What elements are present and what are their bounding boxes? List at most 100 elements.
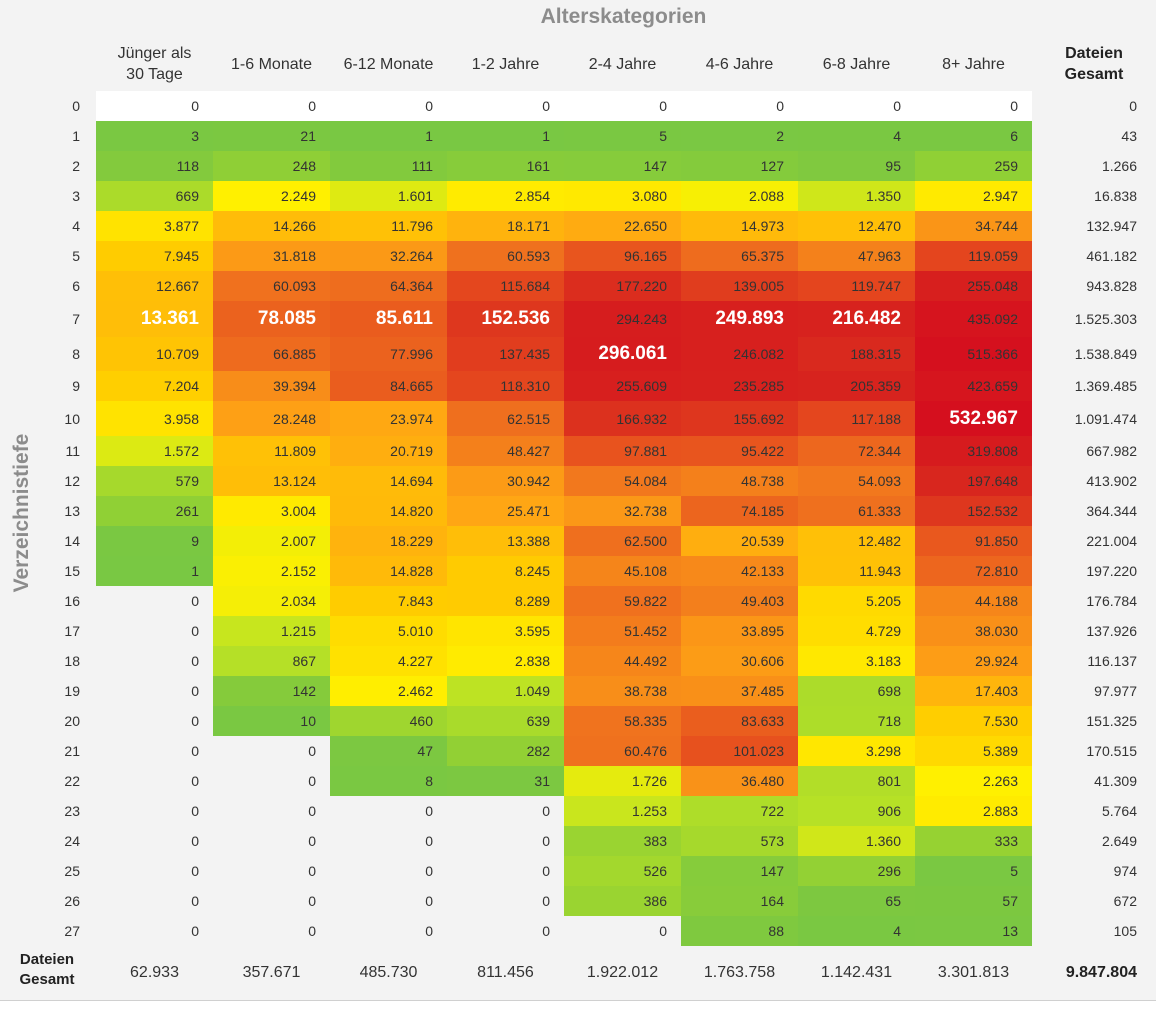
- heatmap-cell: 0: [915, 91, 1032, 121]
- heatmap-cell: 64.364: [330, 271, 447, 301]
- row-total: 137.926: [1086, 623, 1137, 639]
- heatmap-cell: 44.188: [915, 586, 1032, 616]
- heatmap-cell: 722: [681, 796, 798, 826]
- heatmap-cell: 32.738: [564, 496, 681, 526]
- heatmap-cell: 0: [308, 833, 316, 849]
- heatmap-cell: 718: [798, 706, 915, 736]
- heatmap-cell: 0: [308, 743, 316, 759]
- heatmap-cell: 0: [96, 91, 213, 121]
- heatmap-cell: 2.462: [330, 676, 447, 706]
- heatmap-cell: 118: [96, 151, 213, 181]
- heatmap-cell: 1: [330, 121, 447, 151]
- heatmap-cell: 17.403: [915, 676, 1032, 706]
- column-header: 2-4 Jahre: [588, 55, 657, 73]
- row-total: 43: [1121, 128, 1137, 144]
- heatmap-cell: 59.822: [564, 586, 681, 616]
- row-total: 116.137: [1087, 653, 1137, 669]
- column-header: Jünger als 30 Tage: [117, 45, 192, 83]
- heatmap-cell: 0: [542, 893, 550, 909]
- heatmap-cell: 197.648: [915, 466, 1032, 496]
- heatmap-cell: 97.881: [564, 436, 681, 466]
- row-label: 18: [64, 653, 80, 669]
- column-header: 8+ Jahre: [942, 55, 1005, 73]
- heatmap-cell: 5.010: [330, 616, 447, 646]
- heatmap-cell: 0: [542, 803, 550, 819]
- heatmap-cell: 152.536: [447, 301, 564, 337]
- heatmap-cell: 5: [915, 856, 1032, 886]
- heatmap-cell: 0: [425, 893, 433, 909]
- heatmap-cell: 2.838: [447, 646, 564, 676]
- heatmap-cell: 319.808: [915, 436, 1032, 466]
- row-total: 170.515: [1086, 743, 1137, 759]
- heatmap-cell: 1: [96, 556, 213, 586]
- heatmap-cell: 7.204: [96, 371, 213, 401]
- heatmap-cell: 34.744: [915, 211, 1032, 241]
- heatmap-cell: 294.243: [564, 301, 681, 337]
- row-label: 3: [72, 188, 80, 204]
- row-label: 4: [72, 218, 80, 234]
- heatmap-cell: 20.539: [681, 526, 798, 556]
- heatmap-cell: 435.092: [915, 301, 1032, 337]
- heatmap-cell: 14.694: [330, 466, 447, 496]
- heatmap-cell: 47.963: [798, 241, 915, 271]
- heatmap-cell: 2: [681, 121, 798, 151]
- heatmap-cell: 11.809: [213, 436, 330, 466]
- row-total: 16.838: [1094, 188, 1137, 204]
- heatmap-cell: 3.298: [798, 736, 915, 766]
- heatmap-cell: 36.480: [681, 766, 798, 796]
- heatmap-cell: 33.895: [681, 616, 798, 646]
- column-total: 3.301.813: [937, 964, 1010, 981]
- heatmap-cell: 296.061: [564, 337, 681, 371]
- heatmap-cell: 44.492: [564, 646, 681, 676]
- heatmap-cell: 2.854: [447, 181, 564, 211]
- row-label: 19: [64, 683, 80, 699]
- row-label: 10: [64, 410, 80, 427]
- heatmap-cell: 2.249: [213, 181, 330, 211]
- heatmap-cell: 261: [96, 496, 213, 526]
- heatmap-cell: 532.967: [915, 401, 1032, 436]
- heatmap-cell: 111: [330, 151, 447, 181]
- heatmap-cell: 0: [191, 653, 199, 669]
- heatmap-cell: 54.093: [798, 466, 915, 496]
- heatmap-cell: 0: [191, 683, 199, 699]
- row-label: 21: [64, 743, 80, 759]
- heatmap-cell: 127: [681, 151, 798, 181]
- heatmap-cell: 5.389: [915, 736, 1032, 766]
- heatmap-cell: 78.085: [213, 301, 330, 337]
- heatmap-cell: 31.818: [213, 241, 330, 271]
- heatmap-cell: 58.335: [564, 706, 681, 736]
- heatmap-cell: 1.049: [447, 676, 564, 706]
- heatmap-cell: 14.828: [330, 556, 447, 586]
- heatmap-cell: 32.264: [330, 241, 447, 271]
- heatmap-cell: 0: [308, 773, 316, 789]
- heatmap-cell: 117.188: [798, 401, 915, 436]
- row-total: 0: [1129, 98, 1137, 114]
- heatmap-cell: 38.738: [564, 676, 681, 706]
- heatmap-cell: 246.082: [681, 337, 798, 371]
- heatmap-cell: 48.738: [681, 466, 798, 496]
- chart-title: Alterskategorien: [540, 5, 707, 28]
- heatmap-cell: 0: [798, 91, 915, 121]
- row-label: 16: [64, 593, 80, 609]
- heatmap-cell: 0: [308, 863, 316, 879]
- heatmap-cell: 37.485: [681, 676, 798, 706]
- heatmap-cell: 9: [96, 526, 213, 556]
- heatmap-cell: 0: [308, 923, 316, 939]
- heatmap-cell: 573: [681, 826, 798, 856]
- row-label: 27: [64, 923, 80, 939]
- heatmap-cell: 6: [915, 121, 1032, 151]
- heatmap-cell: 147: [681, 856, 798, 886]
- heatmap-cell: 0: [213, 91, 330, 121]
- heatmap-cell: 216.482: [798, 301, 915, 337]
- heatmap-cell: 74.185: [681, 496, 798, 526]
- row-total: 364.344: [1086, 503, 1137, 519]
- heatmap-cell: 460: [330, 706, 447, 736]
- heatmap-cell: 8: [330, 766, 447, 796]
- heatmap-cell: 3: [96, 121, 213, 151]
- row-label: 6: [72, 278, 80, 294]
- row-total: 105: [1113, 923, 1137, 939]
- row-label: 2: [72, 158, 80, 174]
- row-total: 197.220: [1086, 563, 1137, 579]
- column-total: 485.730: [359, 964, 418, 981]
- column-total: 357.671: [242, 964, 301, 981]
